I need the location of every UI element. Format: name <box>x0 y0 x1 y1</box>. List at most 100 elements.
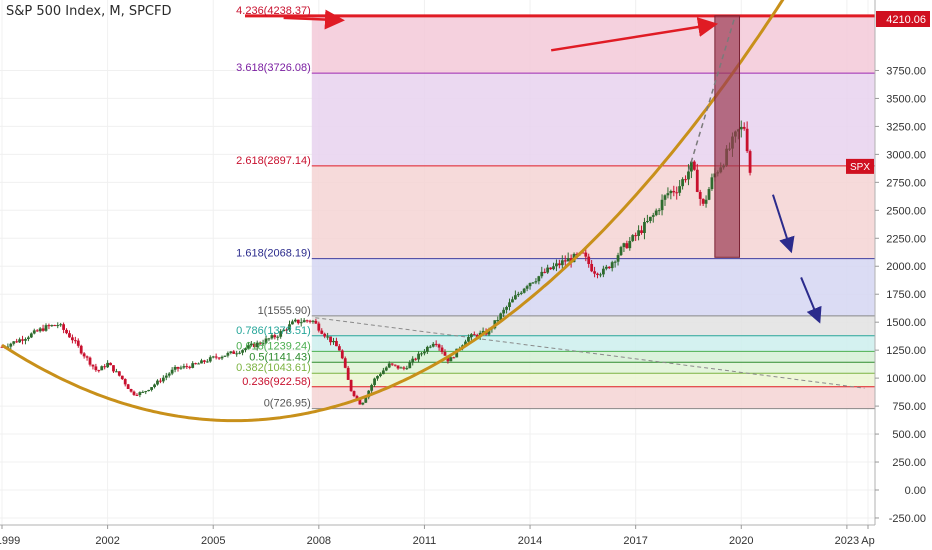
candle-body <box>648 216 652 221</box>
x-tick-label: 2014 <box>518 535 542 547</box>
candle-body <box>525 286 529 289</box>
candle-body <box>156 380 159 385</box>
candle-body <box>323 333 327 337</box>
series-badge <box>846 158 874 174</box>
candle-body <box>364 397 368 403</box>
candle-body <box>332 340 335 343</box>
candle-body <box>625 243 629 249</box>
candle-body <box>417 353 420 360</box>
fib-band <box>311 315 876 336</box>
candle-body <box>346 367 350 380</box>
candle-body <box>138 392 142 395</box>
candle-body <box>434 343 438 345</box>
fib-level-label: 0.382(1043.61) <box>236 362 311 374</box>
candle-body <box>252 343 256 348</box>
candle-body <box>469 334 473 338</box>
y-tick-label: -250.00 <box>889 513 926 525</box>
candle-body <box>238 352 242 354</box>
candle-body <box>552 266 555 270</box>
candle-body <box>613 261 617 263</box>
fib-level-label: 0(726.95) <box>264 398 311 410</box>
candle-body <box>12 341 16 344</box>
annotations-group <box>283 9 822 324</box>
candle-body <box>675 192 679 194</box>
candle-body <box>528 283 532 287</box>
candle-body <box>607 266 611 269</box>
red-arrow <box>550 17 719 52</box>
candle-body <box>150 387 154 390</box>
candle-body <box>390 363 394 365</box>
y-tick-label: 2000.00 <box>886 261 926 273</box>
candle-body <box>601 268 605 275</box>
candle-body <box>566 258 570 262</box>
candle-body <box>610 262 614 269</box>
candle-body <box>534 281 538 283</box>
candle-body <box>684 179 687 181</box>
candle-body <box>320 330 324 334</box>
candle-body <box>38 328 42 332</box>
fib-level-label: 1(1555.90) <box>258 305 311 317</box>
candle-body <box>472 334 476 336</box>
y-tick-label: 1000.00 <box>886 373 926 385</box>
candle-body <box>314 320 318 324</box>
x-tick-label: 2011 <box>413 535 437 547</box>
fibonacci-lines <box>245 14 875 410</box>
candle-body <box>120 375 124 380</box>
candle-body <box>437 344 441 348</box>
candle-body <box>513 295 517 300</box>
candle-body <box>590 263 594 272</box>
candle-body <box>739 126 743 130</box>
highlight-box <box>714 15 741 258</box>
chart-title: S&P 500 Index, M, SPCFD <box>6 4 172 19</box>
fib-level-label: 0.236(922.58) <box>242 376 311 388</box>
candle-body <box>408 362 412 369</box>
candle-body <box>173 366 177 370</box>
candle-body <box>704 199 708 204</box>
candle-body <box>203 360 206 362</box>
candle-body <box>381 370 385 375</box>
candle-body <box>452 357 456 359</box>
x-tick-label: 2005 <box>201 535 225 547</box>
candle-body <box>141 391 145 393</box>
candle-body <box>247 345 250 349</box>
candle-body <box>405 368 409 370</box>
candle-body <box>267 338 271 340</box>
candle-body <box>540 271 544 277</box>
candle-body <box>223 355 227 357</box>
candle-body <box>182 366 186 368</box>
candle-body <box>681 179 684 187</box>
candle-body <box>335 340 338 347</box>
candle-body <box>211 356 215 358</box>
candle-body <box>91 364 95 367</box>
candle-body <box>689 161 693 172</box>
candle-body <box>701 198 705 204</box>
candle-body <box>179 367 183 369</box>
candle-body <box>581 252 585 254</box>
trend-line <box>315 317 865 389</box>
candle-body <box>698 191 702 199</box>
candle-body <box>475 334 479 338</box>
candle-body <box>516 293 520 296</box>
candle-body <box>560 260 564 266</box>
candle-body <box>144 391 148 393</box>
candle-body <box>302 320 306 323</box>
candle-body <box>379 374 382 377</box>
candle-body <box>349 379 353 392</box>
candle-body <box>464 341 467 346</box>
candle-body <box>21 339 24 341</box>
y-tick-label: 1750.00 <box>886 289 926 301</box>
y-tick-label: 3500.00 <box>886 93 926 105</box>
candle-body <box>106 362 110 368</box>
candle-body <box>666 193 670 196</box>
candle-body <box>241 350 244 353</box>
candle-body <box>71 337 74 341</box>
fib-band <box>311 373 876 387</box>
candle-body <box>0 346 4 348</box>
candle-body <box>205 361 209 363</box>
candle-body <box>112 365 115 372</box>
candle-body <box>596 273 599 275</box>
candle-body <box>643 221 646 233</box>
candle-body <box>258 342 262 344</box>
candle-body <box>748 151 752 173</box>
